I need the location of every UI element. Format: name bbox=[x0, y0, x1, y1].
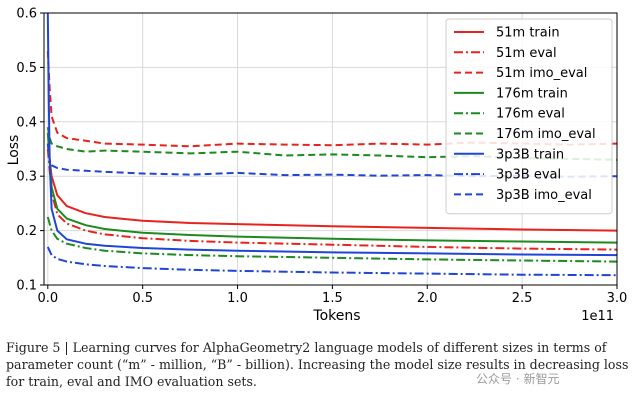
legend-label: 3p3B eval bbox=[496, 168, 561, 183]
x-tick-label: 1.5 bbox=[322, 291, 343, 306]
y-tick-label: 0.6 bbox=[16, 7, 37, 22]
legend-label: 51m eval bbox=[496, 46, 557, 61]
legend-label: 3p3B imo_eval bbox=[496, 188, 592, 203]
figure-caption: Figure 5 | Learning curves for AlphaGeom… bbox=[6, 340, 629, 389]
series-line-51m-train bbox=[46, 143, 617, 232]
x-tick-label: 2.5 bbox=[512, 291, 533, 306]
x-tick-label: 0.5 bbox=[132, 291, 153, 306]
y-tick-label: 0.1 bbox=[16, 279, 37, 294]
x-tick-label: 1.0 bbox=[227, 291, 248, 306]
x-tick-label: 2.0 bbox=[417, 291, 438, 306]
legend-label: 176m eval bbox=[496, 107, 565, 122]
y-tick-label: 0.3 bbox=[16, 170, 37, 185]
learning-curves-chart: 0.0 0.5 1.0 1.5 2.0 2.5 3.00.10.20.30.40.50.6 … bbox=[6, 7, 627, 325]
legend-label: 51m train bbox=[496, 26, 560, 41]
series-line-176m-imo_eval bbox=[46, 127, 617, 161]
legend-label: 51m imo_eval bbox=[496, 66, 587, 81]
series-line-176m-eval bbox=[46, 216, 617, 263]
legend-label: 176m imo_eval bbox=[496, 127, 596, 142]
series-line-51m-eval bbox=[46, 148, 617, 251]
y-tick-label: 0.2 bbox=[16, 224, 37, 239]
series-line-3p3b-train bbox=[46, 13, 617, 257]
legend: 51m train 51m eval 51m imo_eval 176m train 1… bbox=[445, 18, 613, 215]
series-line-176m-train bbox=[46, 132, 617, 244]
axis-ticks: 0.0 0.5 1.0 1.5 2.0 2.5 3.0 0.1 0.2 0.3 0.4 0.5 0.6 bbox=[16, 7, 627, 307]
y-tick-label: 0.4 bbox=[16, 115, 37, 130]
x-tick-label: 0.0 bbox=[37, 291, 58, 306]
x-axis-label: Tokens bbox=[312, 308, 360, 324]
y-tick-label: 0.5 bbox=[16, 61, 37, 76]
legend-label: 3p3B train bbox=[496, 147, 564, 162]
legend-label: 176m train bbox=[496, 86, 568, 101]
watermark-text: 公众号 · 新智元 bbox=[476, 372, 560, 386]
x-tick-label: 3.0 bbox=[607, 291, 628, 306]
y-axis-label: Loss bbox=[6, 135, 22, 166]
legend-box bbox=[445, 18, 613, 215]
series-line-3p3b-eval bbox=[46, 246, 617, 277]
x-axis-offset-label: 1e11 bbox=[581, 309, 614, 324]
plot-frame bbox=[43, 12, 618, 286]
